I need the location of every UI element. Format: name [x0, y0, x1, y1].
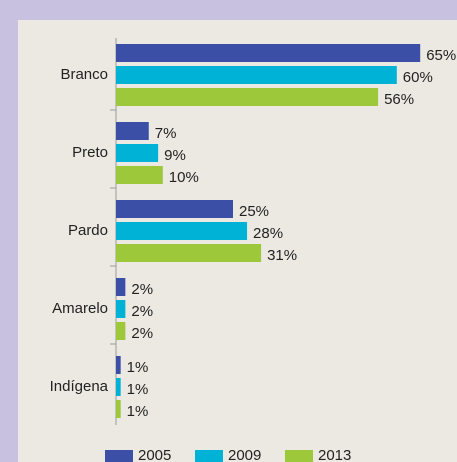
value-label: 28% — [253, 225, 283, 242]
value-label: 10% — [169, 169, 199, 186]
value-label: 1% — [127, 381, 149, 398]
bar — [116, 122, 149, 140]
value-label: 7% — [155, 125, 177, 142]
value-label: 31% — [267, 247, 297, 264]
legend-swatch — [285, 450, 313, 462]
value-label: 2% — [131, 325, 153, 342]
value-label: 9% — [164, 147, 186, 164]
legend-label: 2009 — [228, 447, 261, 462]
bar — [116, 66, 397, 84]
bar — [116, 400, 121, 418]
bar — [116, 300, 126, 318]
bar — [116, 88, 379, 106]
bar — [116, 166, 163, 184]
bar — [116, 278, 126, 296]
legend-label: 2005 — [138, 447, 171, 462]
bar — [116, 222, 248, 240]
category-label: Indígena — [50, 378, 109, 395]
value-label: 2% — [131, 281, 153, 298]
category-label: Pardo — [68, 222, 108, 239]
value-label: 56% — [384, 91, 414, 108]
bar — [116, 356, 121, 374]
value-label: 65% — [426, 47, 456, 64]
panel — [18, 20, 457, 462]
value-label: 60% — [403, 69, 433, 86]
bar — [116, 244, 262, 262]
value-label: 2% — [131, 303, 153, 320]
category-label: Amarelo — [52, 300, 108, 317]
legend-swatch — [195, 450, 223, 462]
bar — [116, 322, 126, 340]
bar — [116, 378, 121, 396]
bar — [116, 44, 421, 62]
bar — [116, 200, 233, 218]
legend-label: 2013 — [318, 447, 351, 462]
value-label: 25% — [239, 203, 269, 220]
value-label: 1% — [127, 359, 149, 376]
category-label: Branco — [60, 66, 108, 83]
value-label: 1% — [127, 403, 149, 420]
bar — [116, 144, 159, 162]
category-label: Preto — [72, 144, 108, 161]
legend-swatch — [105, 450, 133, 462]
